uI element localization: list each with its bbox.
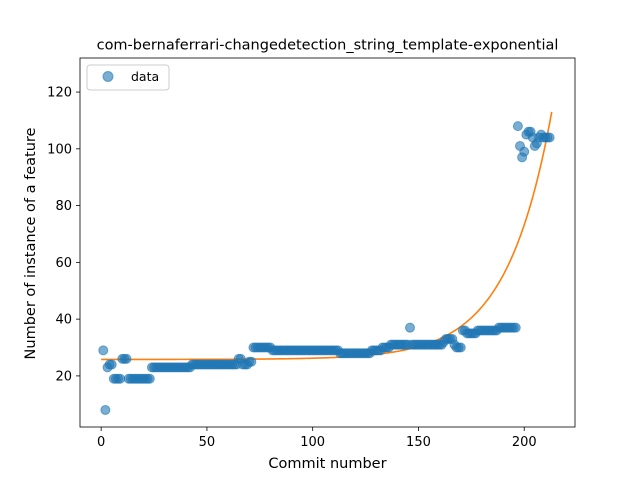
y-tick-label: 20 [55, 369, 72, 384]
data-point [121, 353, 132, 364]
data-point [246, 356, 257, 367]
y-tick-label: 100 [47, 142, 72, 157]
legend-label-data: data [131, 69, 159, 84]
y-axis: 20 40 60 80 100 120 [47, 86, 80, 384]
legend: data [86, 64, 170, 91]
x-tick-label: 200 [512, 435, 537, 450]
data-point [106, 359, 117, 370]
data-points-layer [98, 121, 555, 415]
data-point [115, 373, 126, 384]
y-axis-label: Number of instance of a feature [23, 127, 39, 359]
x-tick-label: 50 [199, 435, 216, 450]
data-point [144, 373, 155, 384]
y-tick-label: 40 [55, 313, 72, 328]
axes-frame [79, 57, 576, 428]
x-tick-label: 0 [97, 435, 105, 450]
data-point [405, 322, 415, 333]
fit-layer [101, 111, 553, 361]
x-axis-label: Commit number [268, 456, 386, 472]
data-point [544, 132, 555, 143]
chart-title: com-bernaferrari-changedetection_string_… [97, 38, 559, 54]
x-tick-label: 150 [406, 435, 431, 450]
y-tick-label: 60 [55, 256, 72, 271]
data-point [512, 121, 523, 132]
data-point [98, 345, 109, 356]
x-axis: 0 50 100 150 200 [97, 427, 537, 450]
data-point [100, 404, 111, 415]
data-point [510, 322, 521, 333]
y-tick-label: 80 [55, 199, 72, 214]
x-tick-label: 100 [300, 435, 325, 450]
y-tick-label: 120 [47, 86, 72, 101]
legend-marker [102, 71, 114, 82]
data-point [519, 146, 530, 157]
data-point [455, 342, 466, 353]
exponential-fit-line [101, 111, 553, 361]
